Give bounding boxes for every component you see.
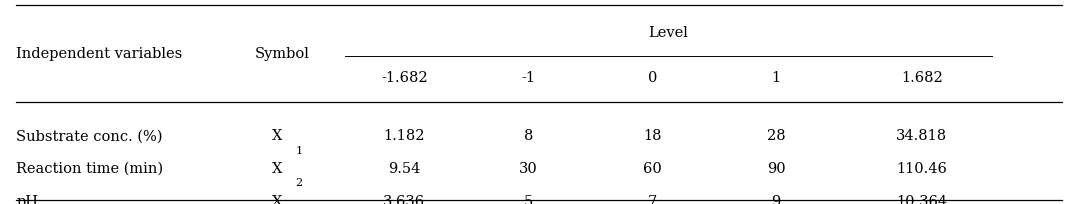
- Text: X: X: [272, 161, 282, 175]
- Text: 18: 18: [642, 129, 662, 143]
- Text: pH: pH: [16, 194, 38, 204]
- Text: 8: 8: [524, 129, 533, 143]
- Text: 1.182: 1.182: [384, 129, 425, 143]
- Text: X: X: [272, 194, 282, 204]
- Text: 0: 0: [648, 71, 657, 84]
- Text: Level: Level: [649, 26, 688, 40]
- Text: 9: 9: [772, 194, 780, 204]
- Text: 3.636: 3.636: [383, 194, 426, 204]
- Text: 90: 90: [766, 161, 786, 175]
- Text: -1: -1: [522, 71, 535, 84]
- Text: 30: 30: [519, 161, 538, 175]
- Text: 5: 5: [524, 194, 533, 204]
- Text: Reaction time (min): Reaction time (min): [16, 161, 163, 175]
- Text: Symbol: Symbol: [255, 47, 309, 61]
- Text: 60: 60: [642, 161, 662, 175]
- Text: Independent variables: Independent variables: [16, 47, 182, 61]
- Text: 1: 1: [772, 71, 780, 84]
- Text: 9.54: 9.54: [388, 161, 420, 175]
- Text: 7: 7: [648, 194, 657, 204]
- Text: 34.818: 34.818: [896, 129, 948, 143]
- Text: 110.46: 110.46: [896, 161, 948, 175]
- Text: 10.364: 10.364: [896, 194, 948, 204]
- Text: X: X: [272, 129, 282, 143]
- Text: 1: 1: [295, 145, 303, 155]
- Text: -1.682: -1.682: [381, 71, 428, 84]
- Text: 28: 28: [766, 129, 786, 143]
- Text: Substrate conc. (%): Substrate conc. (%): [16, 129, 163, 143]
- Text: 1.682: 1.682: [901, 71, 942, 84]
- Text: 2: 2: [295, 178, 303, 187]
